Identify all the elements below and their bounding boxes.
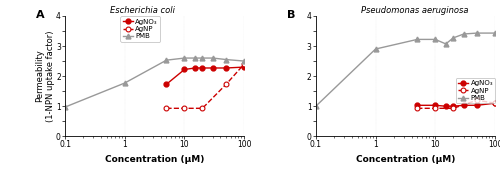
- PMB: [461, 33, 467, 35]
- PMB: [432, 38, 438, 41]
- PMB: [164, 59, 170, 61]
- Text: Escherichia coli: Escherichia coli: [110, 6, 175, 15]
- Text: Pseudomonas aeruginosa: Pseudomonas aeruginosa: [360, 6, 468, 15]
- Line: AgNO₃: AgNO₃: [415, 101, 498, 109]
- PMB: [313, 105, 319, 107]
- PMB: [122, 82, 128, 84]
- AgNP: [474, 99, 480, 101]
- AgNO₃: [443, 105, 449, 107]
- AgNP: [200, 107, 205, 109]
- Legend: AgNO₃, AgNP, PMB: AgNO₃, AgNP, PMB: [456, 78, 496, 103]
- PMB: [414, 38, 420, 41]
- Line: PMB: PMB: [62, 56, 246, 110]
- Line: AgNP: AgNP: [415, 98, 498, 111]
- AgNO₃: [241, 66, 247, 68]
- Line: PMB: PMB: [314, 31, 498, 109]
- AgNP: [492, 102, 498, 104]
- PMB: [492, 32, 498, 34]
- AgNP: [182, 107, 188, 109]
- X-axis label: Concentration (μM): Concentration (μM): [356, 155, 455, 164]
- X-axis label: Concentration (μM): Concentration (μM): [105, 155, 204, 164]
- AgNO₃: [182, 68, 188, 71]
- AgNP: [241, 63, 247, 65]
- PMB: [62, 106, 68, 108]
- AgNO₃: [210, 67, 216, 69]
- AgNO₃: [164, 83, 170, 85]
- AgNP: [223, 83, 229, 85]
- PMB: [192, 57, 198, 59]
- AgNP: [432, 107, 438, 109]
- AgNO₃: [414, 104, 420, 106]
- PMB: [241, 60, 247, 62]
- AgNO₃: [492, 102, 498, 104]
- AgNO₃: [450, 105, 456, 107]
- AgNO₃: [432, 104, 438, 106]
- PMB: [200, 57, 205, 59]
- AgNO₃: [192, 67, 198, 69]
- Legend: AgNO₃, AgNP, PMB: AgNO₃, AgNP, PMB: [120, 16, 160, 42]
- PMB: [474, 32, 480, 34]
- AgNO₃: [461, 104, 467, 106]
- PMB: [372, 48, 378, 50]
- Line: AgNP: AgNP: [164, 62, 246, 111]
- Line: AgNO₃: AgNO₃: [164, 65, 246, 87]
- AgNP: [450, 107, 456, 109]
- Text: A: A: [36, 10, 45, 20]
- Y-axis label: Permeability
(1-NPN uptake factor): Permeability (1-NPN uptake factor): [35, 30, 54, 122]
- AgNP: [164, 107, 170, 109]
- PMB: [443, 43, 449, 45]
- Text: B: B: [287, 10, 296, 20]
- PMB: [210, 57, 216, 59]
- PMB: [223, 59, 229, 61]
- AgNO₃: [200, 67, 205, 69]
- AgNO₃: [223, 67, 229, 69]
- PMB: [182, 57, 188, 59]
- AgNP: [414, 107, 420, 109]
- PMB: [450, 37, 456, 39]
- AgNO₃: [474, 104, 480, 106]
